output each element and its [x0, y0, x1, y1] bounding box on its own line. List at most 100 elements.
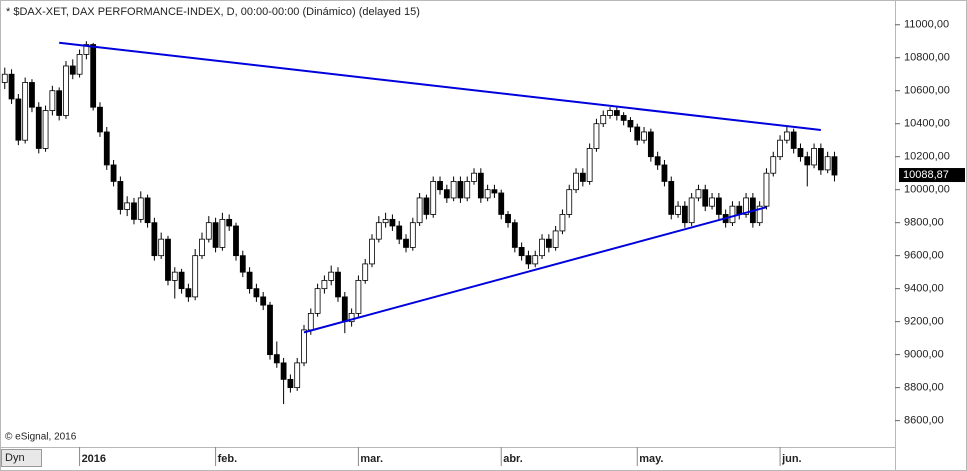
candle-body — [403, 238, 409, 248]
y-tick-label: 9800,00 — [904, 217, 944, 229]
plot-frame — [0, 0, 896, 448]
dyn-button[interactable] — [1, 449, 42, 467]
candle-body — [437, 181, 443, 191]
candle-body — [369, 238, 375, 265]
candle-body — [15, 98, 22, 141]
x-tick-label: abr. — [503, 453, 523, 465]
candle-body — [301, 329, 307, 364]
y-tick-label: 9200,00 — [904, 316, 944, 328]
candle-body — [267, 304, 273, 356]
candle-body — [8, 73, 15, 100]
candle-body — [42, 110, 49, 149]
candle-body — [171, 271, 178, 281]
candle-body — [90, 44, 97, 108]
candle-body — [29, 82, 35, 108]
credit: © eSignal, 2016 — [5, 432, 77, 443]
x-tick-label: feb. — [218, 453, 238, 465]
candle-body — [246, 271, 253, 290]
candle-body — [763, 172, 770, 207]
candle-body — [396, 225, 403, 240]
candle-body — [69, 65, 76, 75]
candle-body — [511, 222, 518, 248]
x-tick-label: mar. — [360, 453, 383, 465]
candle-body — [443, 189, 450, 199]
y-tick-label: 10000,00 — [904, 184, 950, 196]
candle-body — [362, 263, 369, 281]
price-axis — [895, 0, 967, 471]
y-tick-label: 9000,00 — [904, 349, 944, 361]
candle-body — [498, 192, 505, 215]
candle-body — [695, 189, 702, 199]
last-price-label: 10088,87 — [903, 169, 949, 181]
candle-body — [579, 172, 586, 182]
candle-body — [335, 271, 341, 298]
candle-body — [233, 225, 239, 257]
candle-body — [525, 255, 532, 265]
candle-body — [280, 362, 287, 380]
candle-body — [450, 181, 457, 199]
candle-body — [654, 156, 661, 166]
candle-body — [76, 54, 83, 75]
candle-body — [97, 106, 103, 133]
candle-body — [566, 189, 573, 215]
candle-body — [709, 197, 715, 207]
candle-body — [586, 148, 593, 182]
candle-body — [797, 148, 804, 158]
candle-body — [600, 115, 607, 125]
candle-body — [756, 205, 763, 224]
candle-body — [192, 255, 199, 298]
candle-body — [491, 189, 498, 194]
y-tick-label: 9400,00 — [904, 283, 944, 295]
candle-body — [688, 197, 695, 224]
candle-body — [260, 296, 267, 306]
candle-body — [321, 280, 328, 290]
y-tick-label: 10600,00 — [904, 85, 950, 97]
candle-body — [63, 65, 69, 116]
candle-body — [811, 148, 817, 166]
y-tick-label: 10400,00 — [904, 118, 950, 130]
candle-body — [307, 312, 314, 331]
y-tick-label: 8600,00 — [904, 415, 944, 427]
chart-title: * $DAX-XET, DAX PERFORMANCE-INDEX, D, 00… — [6, 6, 420, 18]
candle-body — [35, 106, 42, 149]
candle-body — [770, 156, 777, 174]
last-price-box — [899, 168, 965, 183]
candle-body — [253, 288, 260, 298]
x-tick-label: jun. — [781, 453, 802, 465]
candle-body — [103, 131, 110, 166]
candle-body — [715, 197, 722, 215]
x-tick-label: may. — [639, 453, 663, 465]
candle-body — [783, 131, 790, 141]
candle-body — [627, 120, 634, 128]
trendline — [303, 206, 767, 334]
candle-body — [552, 230, 559, 248]
candle-body — [729, 205, 736, 224]
candle-body — [239, 255, 246, 273]
candle-body — [620, 115, 627, 121]
candle-body — [144, 197, 151, 224]
x-tick-label: 2016 — [82, 453, 106, 465]
candle-body — [185, 288, 192, 298]
candle-body — [457, 181, 464, 199]
candle-body — [518, 247, 525, 257]
candle-body — [355, 280, 362, 314]
candle-body — [777, 139, 783, 158]
y-tick-label: 9600,00 — [904, 250, 944, 262]
candle-body — [790, 131, 797, 149]
candle-body — [49, 90, 56, 111]
candle-body — [804, 156, 811, 166]
candle-body — [423, 197, 430, 215]
candle-body — [124, 202, 131, 210]
candle-body — [559, 214, 566, 232]
dyn-button-label[interactable]: Dyn — [5, 452, 25, 464]
candle-body — [607, 110, 613, 116]
candle-body — [137, 197, 144, 220]
candle-body — [681, 205, 688, 224]
candle-body — [341, 296, 348, 323]
candle-body — [471, 172, 477, 182]
candle-body — [545, 238, 552, 248]
candle-body — [165, 238, 171, 281]
candle-body — [661, 164, 668, 182]
